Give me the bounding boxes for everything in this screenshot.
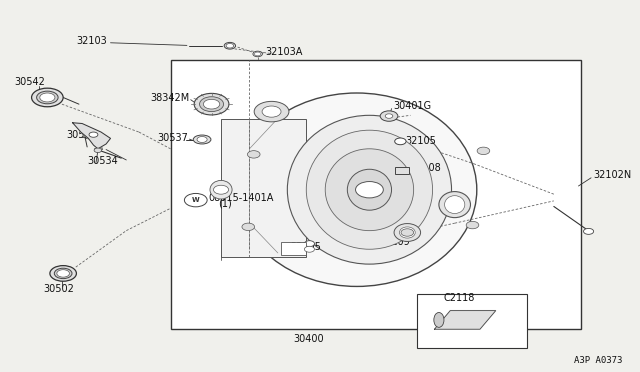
Ellipse shape [31,88,63,107]
Ellipse shape [36,91,58,104]
Text: 30400: 30400 [294,334,324,344]
Ellipse shape [439,192,470,218]
Text: 30502: 30502 [43,285,74,294]
Ellipse shape [237,93,477,286]
Text: 08915-1401A: 08915-1401A [209,193,274,203]
Circle shape [94,148,102,153]
Polygon shape [435,311,496,329]
Text: C2118: C2118 [444,293,476,302]
Circle shape [226,44,234,48]
Text: 32109: 32109 [379,237,410,247]
Ellipse shape [307,130,433,249]
Circle shape [184,193,207,207]
Ellipse shape [445,196,465,214]
Circle shape [477,147,490,155]
Ellipse shape [253,51,262,57]
Ellipse shape [210,180,232,199]
Text: 38342M: 38342M [150,93,189,103]
Circle shape [356,182,383,198]
Text: 32102N: 32102N [594,170,632,180]
Circle shape [380,111,398,121]
Circle shape [204,99,220,109]
Circle shape [385,114,393,118]
Circle shape [305,246,314,252]
Ellipse shape [399,227,415,238]
Circle shape [89,132,98,137]
Circle shape [305,241,314,247]
Text: 32108: 32108 [410,163,441,173]
Circle shape [255,52,261,56]
Circle shape [248,151,260,158]
Circle shape [40,93,55,102]
Bar [417,294,527,348]
Circle shape [584,228,594,234]
Ellipse shape [325,149,413,231]
Text: 32103: 32103 [77,36,108,46]
Bar [395,167,408,174]
Circle shape [466,221,479,229]
Ellipse shape [200,97,223,112]
Bar [221,119,307,257]
Text: 30537: 30537 [157,133,188,142]
Text: 30542: 30542 [14,77,45,87]
Circle shape [401,229,413,236]
Text: 32105: 32105 [291,243,321,252]
Ellipse shape [54,268,72,279]
Text: 32105: 32105 [405,136,436,145]
Ellipse shape [434,312,444,327]
Ellipse shape [193,135,211,144]
Circle shape [262,106,281,117]
Ellipse shape [254,102,289,122]
Text: (1): (1) [218,199,232,209]
Ellipse shape [394,224,420,241]
Circle shape [242,223,255,231]
Ellipse shape [348,169,392,210]
Text: 32103A: 32103A [265,47,303,57]
Ellipse shape [50,266,76,281]
Bar [170,60,581,329]
Circle shape [214,185,228,194]
Text: W: W [192,197,200,203]
Text: 30401G: 30401G [394,102,431,111]
Ellipse shape [224,42,236,49]
Ellipse shape [194,93,229,115]
Bar [281,242,307,255]
Ellipse shape [287,115,452,264]
Text: 30534: 30534 [87,156,118,166]
Circle shape [57,270,70,277]
Circle shape [395,138,406,145]
Polygon shape [72,123,111,149]
Text: 30401J: 30401J [380,214,413,224]
Circle shape [197,137,207,142]
Text: 30531: 30531 [67,130,97,140]
Text: A3P A0373: A3P A0373 [573,356,622,365]
